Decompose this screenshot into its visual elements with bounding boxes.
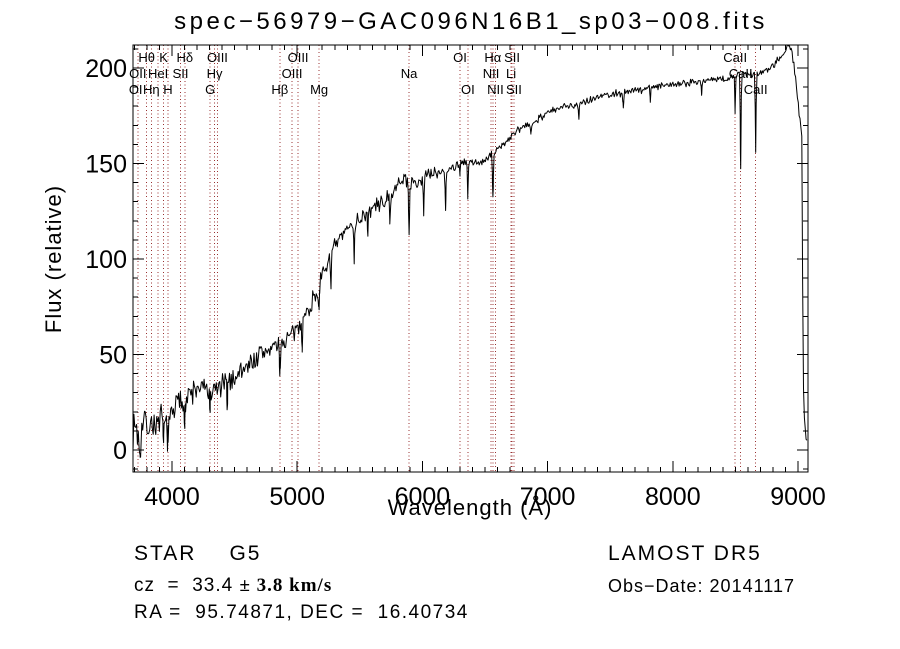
line-label-SII-6731: SII: [506, 82, 522, 97]
line-label-OI-6363: OI: [461, 82, 475, 97]
line-label-Hη-3835: Hη: [143, 82, 160, 97]
object-class: STAR: [134, 542, 197, 565]
line-label-SII-4068: SII: [173, 66, 189, 81]
redshift-line: cz = 33.4 ± 3.8 km/s: [134, 575, 332, 597]
y-tick-label-100: 100: [85, 246, 127, 274]
x-tick-label-4000: 4000: [144, 483, 200, 511]
spectrum-path: [133, 45, 808, 458]
line-label-HeI-3889: HeI: [148, 66, 168, 81]
x-tick-label-9000: 9000: [770, 483, 826, 511]
line-label-Hθ-3798: Hθ: [138, 50, 155, 65]
line-label-OIII-5007: OIII: [288, 50, 309, 65]
x-tick-label-8000: 8000: [645, 483, 701, 511]
x-tick-label-7000: 7000: [520, 483, 576, 511]
line-label-Hα-6563: Hα: [484, 50, 501, 65]
plot-frame: [132, 44, 809, 473]
line-label-Mg-5175: Mg: [310, 82, 328, 97]
y-tick-label-50: 50: [99, 342, 127, 370]
line-label-OI-6300: OI: [453, 50, 467, 65]
line-label-OII-3727: OII: [129, 66, 146, 81]
x-tick-label-5000: 5000: [269, 483, 325, 511]
line-label-NII-6548: NII: [483, 66, 500, 81]
line-label-OIII-4959: OIII: [282, 66, 303, 81]
x-axis-title: Wavelength (Å): [387, 495, 553, 520]
line-label-Hβ-4861: Hβ: [271, 82, 288, 97]
object-subclass: G5: [229, 542, 262, 565]
line-label-H-3968: H: [163, 82, 172, 97]
ra-dec-line: RA = 95.74871, DEC = 16.40734: [134, 602, 469, 623]
line-label-G-4305: G: [205, 82, 215, 97]
line-label-K-3933: K: [159, 50, 168, 65]
survey-release: LAMOST DR5: [608, 542, 762, 565]
line-label-OI-3710: OI: [129, 82, 143, 97]
line-label-NII-6583: NII: [487, 82, 504, 97]
line-label-CaII-8498: CaII: [723, 50, 747, 65]
page-title: spec−56979−GAC096N16B1_sp03−008.fits: [174, 8, 768, 35]
line-label-Hγ-4340: Hγ: [207, 66, 223, 81]
line-label-CaII-8542: CaII: [729, 66, 753, 81]
line-label-CaII-8662: CaII: [744, 82, 768, 97]
line-label-OIII-4363: OIII: [207, 50, 228, 65]
y-tick-label-0: 0: [113, 437, 127, 465]
y-axis-title: Flux (relative): [41, 184, 66, 334]
y-tick-label-150: 150: [85, 151, 127, 179]
x-tick-label-6000: 6000: [395, 483, 451, 511]
line-label-Na-5893: Na: [401, 66, 418, 81]
line-label-Li-6708: Li: [506, 66, 516, 81]
line-label-Hδ-4102: Hδ: [176, 50, 193, 65]
obs-date: Obs−Date: 20141117: [608, 576, 795, 596]
line-label-SII-6716: SII: [504, 50, 520, 65]
cz-error: ± 3.8 km/s: [239, 575, 333, 596]
y-tick-label-200: 200: [85, 55, 127, 83]
cz-value: cz = 33.4: [134, 575, 240, 596]
classification-line: STAR G5: [134, 542, 261, 566]
